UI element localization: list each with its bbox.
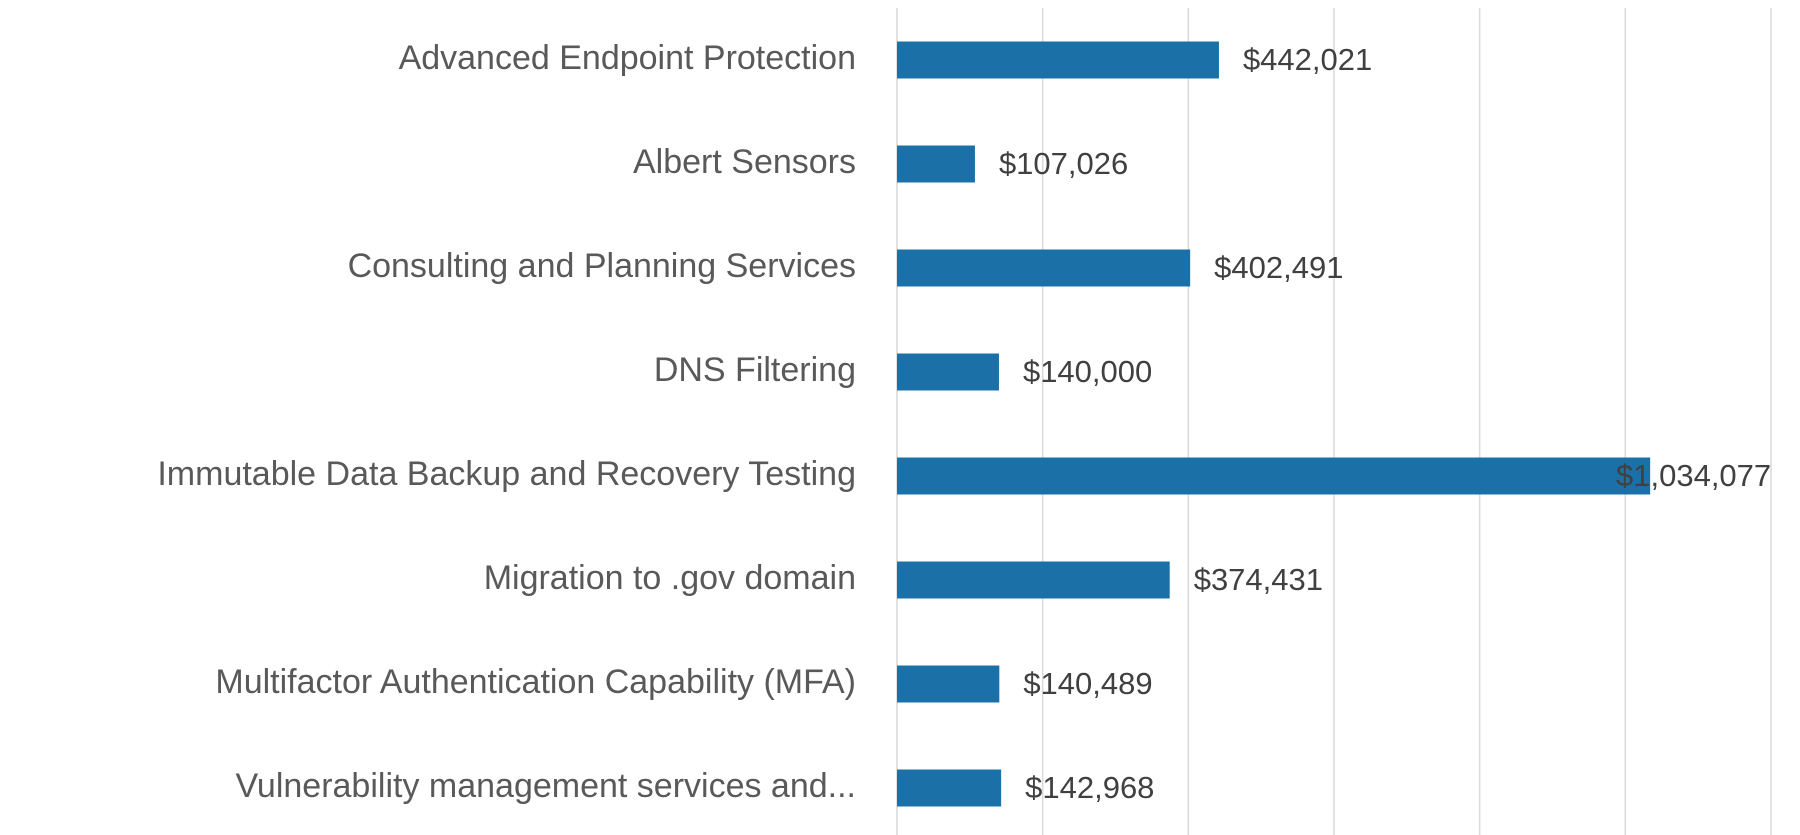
data-label: $140,000 — [1023, 354, 1152, 389]
bar — [897, 249, 1191, 287]
category-label: Immutable Data Backup and Recovery Testi… — [157, 455, 856, 493]
data-label: $442,021 — [1243, 42, 1372, 77]
data-label: $1,034,077 — [1616, 458, 1771, 493]
category-label: Advanced Endpoint Protection — [399, 39, 856, 77]
category-label: Albert Sensors — [633, 143, 856, 181]
category-label: Vulnerability management services and... — [236, 767, 857, 805]
bar — [897, 353, 999, 391]
data-label: $142,968 — [1025, 770, 1154, 805]
category-label: Migration to .gov domain — [484, 559, 856, 597]
bar — [897, 561, 1170, 599]
category-label: Multifactor Authentication Capability (M… — [215, 663, 856, 701]
bar — [897, 145, 975, 183]
bar — [897, 41, 1219, 79]
data-label: $140,489 — [1023, 666, 1152, 701]
bar — [897, 665, 1000, 703]
data-label: $402,491 — [1214, 250, 1343, 285]
data-label: $374,431 — [1194, 562, 1323, 597]
data-label: $107,026 — [999, 146, 1128, 181]
bar — [897, 457, 1651, 495]
category-label: DNS Filtering — [654, 351, 856, 389]
bar — [897, 769, 1002, 807]
category-label: Consulting and Planning Services — [348, 247, 856, 285]
